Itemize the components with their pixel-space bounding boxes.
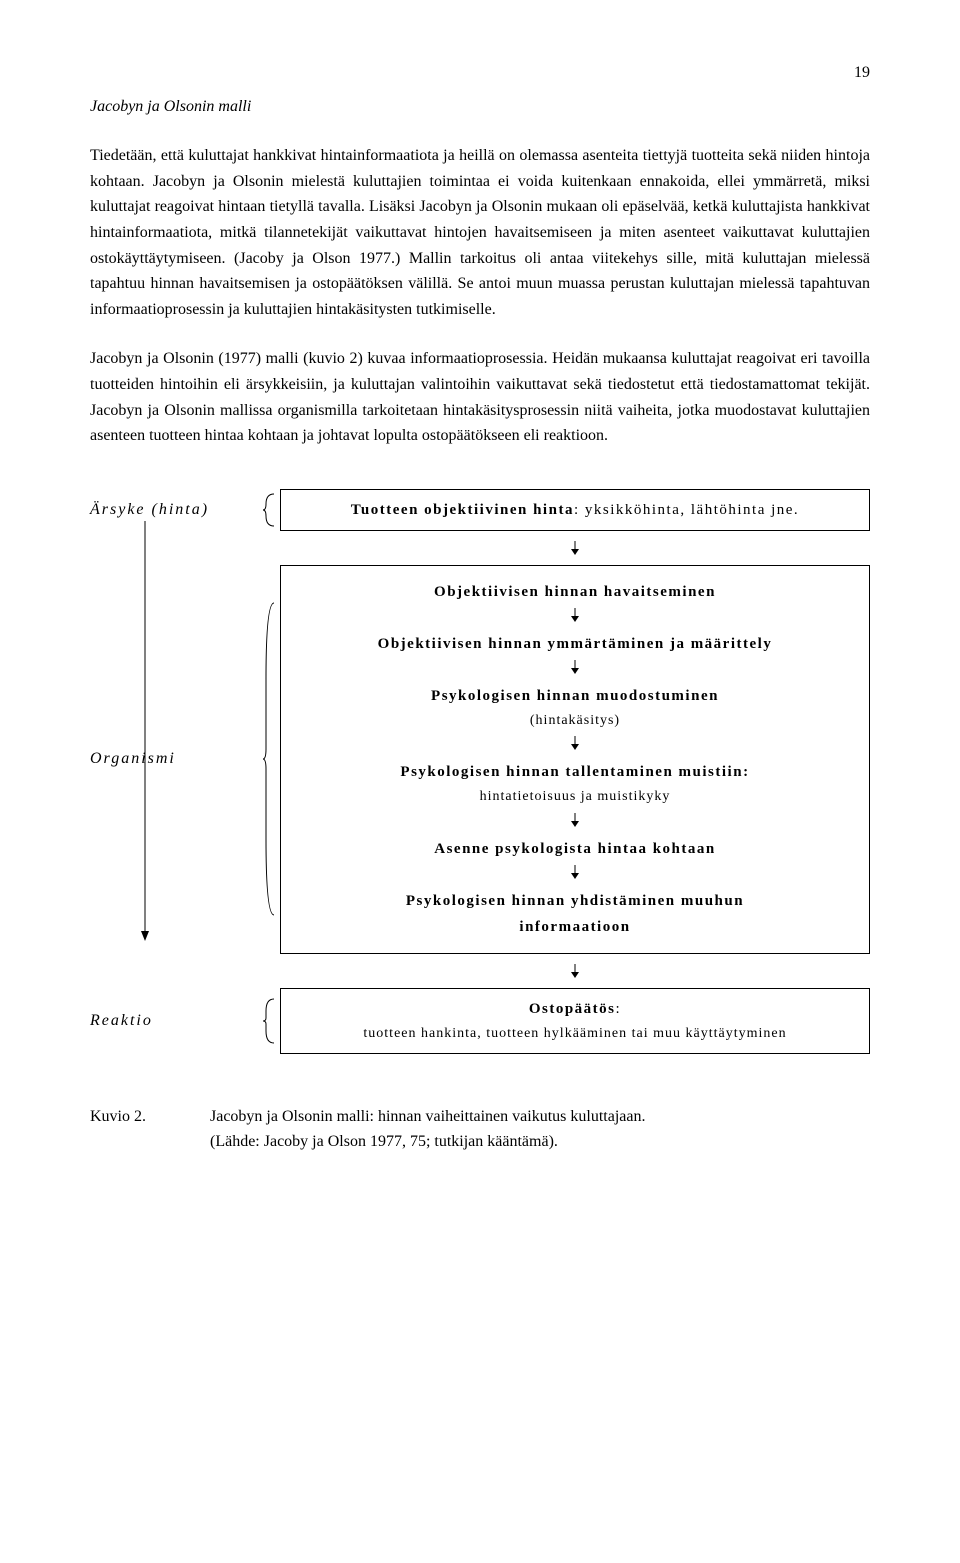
brace-icon — [260, 489, 280, 531]
down-arrow-icon — [299, 811, 851, 835]
caption-line2: (Lähde: Jacoby ja Olson 1977, 75; tutkij… — [210, 1133, 558, 1150]
stimulus-label: Ärsyke (hinta) — [90, 489, 260, 531]
caption-label: Kuvio 2. — [90, 1104, 210, 1155]
org-line-2: Objektiivisen hinnan ymmärtäminen ja mää… — [299, 632, 851, 656]
section-title: Jacobyn ja Olsonin malli — [90, 94, 870, 120]
stimulus-row: Ärsyke (hinta) Tuotteen objektiivinen hi… — [90, 489, 870, 531]
down-arrow-icon — [299, 606, 851, 630]
org-line-4b: hintatietoisuus ja muistikyky — [299, 786, 851, 808]
reaction-rest: tuotteen hankinta, tuotteen hylkääminen … — [363, 1026, 786, 1041]
stimulus-box: Tuotteen objektiivinen hinta: yksikköhin… — [280, 489, 870, 531]
figure-caption: Kuvio 2. Jacobyn ja Olsonin malli: hinna… — [90, 1104, 870, 1155]
org-line-6b: informaatioon — [299, 915, 851, 939]
down-arrow-icon — [299, 863, 851, 887]
down-arrow-icon — [299, 734, 851, 758]
caption-line1: Jacobyn ja Olsonin malli: hinnan vaiheit… — [210, 1108, 645, 1125]
caption-text: Jacobyn ja Olsonin malli: hinnan vaiheit… — [210, 1104, 870, 1155]
org-line-5: Asenne psykologista hintaa kohtaan — [299, 837, 851, 861]
org-line-1: Objektiivisen hinnan havaitseminen — [299, 580, 851, 604]
organism-row: Organismi Objektiivisen hinnan havaitsem… — [90, 565, 870, 954]
stimulus-bold: Tuotteen objektiivinen hinta — [351, 502, 574, 518]
reaction-row: Reaktio Ostopäätös: tuotteen hankinta, t… — [90, 988, 870, 1054]
paragraph-2: Jacobyn ja Olsonin (1977) malli (kuvio 2… — [90, 346, 870, 448]
org-line-3b: (hintakäsitys) — [299, 710, 851, 732]
organism-box: Objektiivisen hinnan havaitseminen Objek… — [280, 565, 870, 954]
org-line-3a: Psykologisen hinnan muodostuminen — [299, 684, 851, 708]
arrow-row-1 — [90, 541, 870, 555]
arrow-row-2 — [90, 964, 870, 978]
reaction-box: Ostopäätös: tuotteen hankinta, tuotteen … — [280, 988, 870, 1054]
reaction-bold: Ostopäätös — [529, 1001, 616, 1017]
page-number: 19 — [90, 60, 870, 86]
down-arrow-icon — [280, 541, 870, 555]
paragraph-1: Tiedetään, että kuluttajat hankkivat hin… — [90, 143, 870, 322]
down-arrow-icon — [280, 964, 870, 978]
brace-icon — [260, 988, 280, 1054]
organism-label: Organismi — [90, 565, 260, 954]
brace-icon — [260, 565, 280, 954]
stimulus-rest: : yksikköhinta, lähtöhinta jne. — [574, 502, 799, 518]
org-line-6a: Psykologisen hinnan yhdistäminen muuhun — [299, 889, 851, 913]
org-line-4a: Psykologisen hinnan tallentaminen muisti… — [299, 760, 851, 784]
down-arrow-icon — [299, 658, 851, 682]
flowchart: Ärsyke (hinta) Tuotteen objektiivinen hi… — [90, 489, 870, 1054]
colon: : — [616, 1001, 622, 1017]
reaction-label: Reaktio — [90, 988, 260, 1054]
